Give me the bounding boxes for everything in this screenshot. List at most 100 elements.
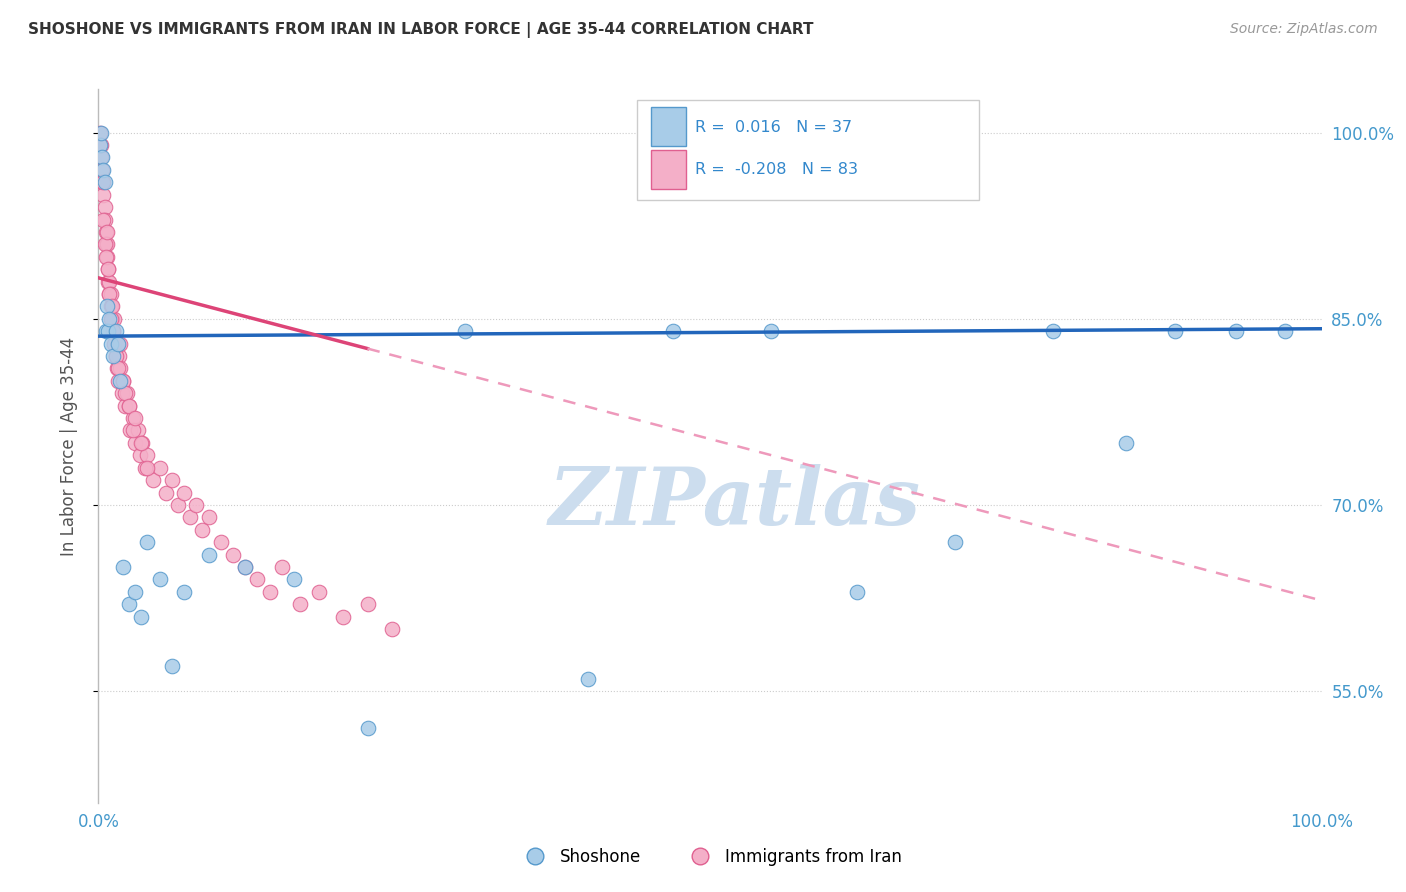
Point bbox=[131, 436, 153, 450]
Point bbox=[100, 311, 122, 326]
Point bbox=[110, 361, 132, 376]
Point bbox=[127, 424, 149, 438]
Point bbox=[845, 584, 868, 599]
Point bbox=[270, 560, 294, 574]
Point bbox=[1274, 324, 1296, 338]
Point bbox=[108, 349, 131, 363]
Point bbox=[105, 361, 128, 376]
Point bbox=[107, 336, 129, 351]
Point bbox=[111, 386, 134, 401]
Point bbox=[173, 485, 195, 500]
Point bbox=[89, 138, 111, 153]
Point bbox=[96, 250, 118, 264]
Point bbox=[160, 473, 183, 487]
Point bbox=[308, 584, 330, 599]
Text: ZIPatlas: ZIPatlas bbox=[548, 465, 921, 541]
Point bbox=[124, 436, 146, 450]
Point bbox=[93, 237, 115, 252]
Point bbox=[96, 299, 118, 313]
Point bbox=[136, 448, 159, 462]
Point bbox=[129, 448, 152, 462]
Point bbox=[1115, 436, 1137, 450]
Point bbox=[356, 722, 378, 736]
Point bbox=[101, 349, 124, 363]
Point bbox=[111, 374, 134, 388]
Point bbox=[233, 560, 256, 574]
Point bbox=[101, 324, 124, 338]
Point bbox=[1042, 324, 1064, 338]
Point bbox=[91, 175, 114, 189]
Point bbox=[1225, 324, 1247, 338]
Point bbox=[332, 609, 354, 624]
Point bbox=[121, 411, 143, 425]
Point bbox=[142, 473, 165, 487]
Point bbox=[97, 324, 120, 338]
Point bbox=[160, 659, 183, 673]
Point bbox=[94, 250, 117, 264]
Point bbox=[93, 175, 115, 189]
Point bbox=[91, 175, 114, 189]
Point bbox=[111, 560, 134, 574]
Bar bbox=[651, 107, 686, 146]
Point bbox=[89, 138, 111, 153]
Point bbox=[91, 212, 114, 227]
Point bbox=[94, 237, 117, 252]
Point bbox=[98, 287, 121, 301]
Point bbox=[89, 126, 111, 140]
Point bbox=[149, 573, 172, 587]
FancyBboxPatch shape bbox=[637, 100, 979, 200]
Point bbox=[290, 597, 312, 611]
Bar bbox=[651, 150, 686, 189]
Point bbox=[191, 523, 214, 537]
Point bbox=[111, 374, 134, 388]
Point bbox=[943, 535, 966, 549]
Point bbox=[246, 573, 269, 587]
Point bbox=[761, 324, 783, 338]
Point bbox=[118, 597, 141, 611]
Point bbox=[454, 324, 477, 338]
Point bbox=[136, 535, 159, 549]
Point bbox=[179, 510, 201, 524]
Point bbox=[155, 485, 177, 500]
Point bbox=[114, 386, 136, 401]
Point bbox=[103, 311, 125, 326]
Y-axis label: In Labor Force | Age 35-44: In Labor Force | Age 35-44 bbox=[59, 336, 77, 556]
Point bbox=[91, 162, 114, 177]
Point bbox=[186, 498, 208, 512]
Point bbox=[167, 498, 190, 512]
Point bbox=[129, 436, 152, 450]
Point bbox=[121, 424, 143, 438]
Point bbox=[1164, 324, 1187, 338]
Text: R =  -0.208   N = 83: R = -0.208 N = 83 bbox=[696, 162, 858, 178]
Point bbox=[90, 138, 112, 153]
Point bbox=[209, 535, 232, 549]
Point bbox=[94, 324, 117, 338]
Point bbox=[576, 672, 599, 686]
Text: SHOSHONE VS IMMIGRANTS FROM IRAN IN LABOR FORCE | AGE 35-44 CORRELATION CHART: SHOSHONE VS IMMIGRANTS FROM IRAN IN LABO… bbox=[28, 22, 814, 38]
Point bbox=[97, 262, 120, 277]
Point bbox=[94, 225, 117, 239]
Point bbox=[96, 225, 118, 239]
Point bbox=[136, 460, 159, 475]
Point bbox=[381, 622, 404, 636]
Point bbox=[107, 374, 129, 388]
Point bbox=[197, 548, 219, 562]
Point bbox=[98, 275, 121, 289]
Point bbox=[96, 237, 118, 252]
Point bbox=[173, 584, 195, 599]
Point bbox=[134, 460, 156, 475]
Point bbox=[100, 287, 122, 301]
Legend: Shoshone, Immigrants from Iran: Shoshone, Immigrants from Iran bbox=[512, 842, 908, 873]
Point bbox=[97, 262, 120, 277]
Point bbox=[91, 151, 114, 165]
Point bbox=[90, 126, 112, 140]
Point bbox=[283, 573, 305, 587]
Point bbox=[100, 299, 122, 313]
Point bbox=[118, 399, 141, 413]
Point bbox=[101, 311, 124, 326]
Point bbox=[101, 299, 124, 313]
Point bbox=[662, 324, 685, 338]
Point bbox=[107, 336, 129, 351]
Point bbox=[93, 212, 115, 227]
Point bbox=[104, 324, 127, 338]
